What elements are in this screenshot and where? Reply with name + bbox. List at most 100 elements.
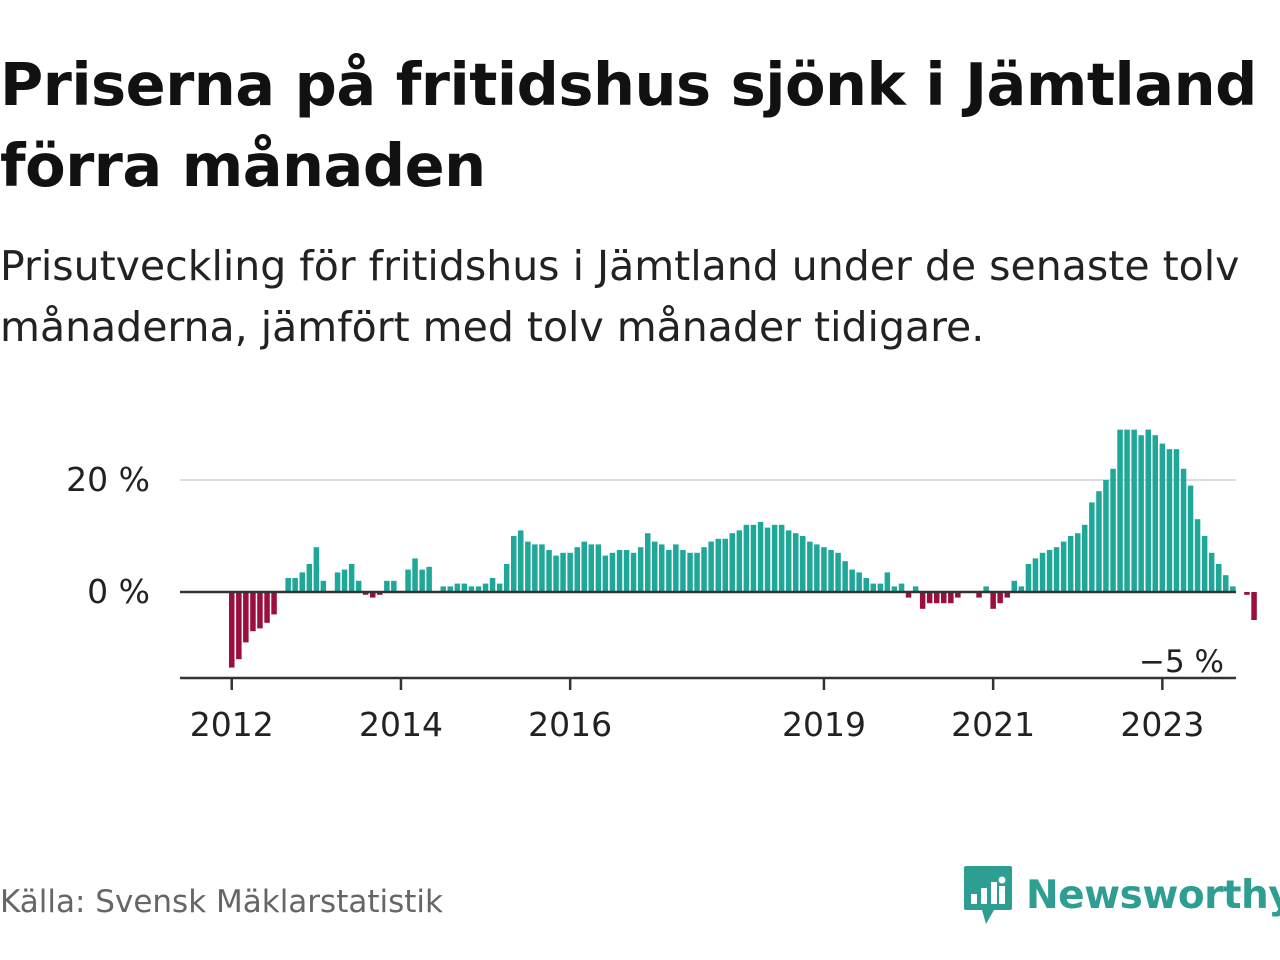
bar bbox=[377, 592, 383, 595]
bar bbox=[793, 533, 799, 592]
bar bbox=[1039, 552, 1046, 592]
bar bbox=[645, 533, 651, 592]
bar bbox=[236, 592, 242, 660]
bar bbox=[1117, 429, 1123, 592]
bar bbox=[863, 578, 869, 592]
bar bbox=[250, 592, 256, 632]
bar bbox=[884, 572, 891, 592]
bar bbox=[1166, 449, 1173, 592]
bar bbox=[496, 583, 503, 592]
bar bbox=[722, 538, 728, 592]
bar bbox=[1216, 564, 1222, 592]
bar bbox=[370, 592, 376, 598]
bar bbox=[623, 550, 630, 592]
bar bbox=[1180, 468, 1187, 592]
bar bbox=[976, 592, 982, 598]
bar bbox=[384, 580, 390, 592]
bar bbox=[849, 569, 855, 592]
bar bbox=[842, 561, 848, 592]
bar bbox=[334, 572, 341, 592]
bar bbox=[835, 552, 841, 592]
bar bbox=[229, 592, 235, 668]
bar bbox=[652, 541, 658, 592]
bar bbox=[518, 530, 524, 592]
bar bbox=[405, 569, 411, 592]
bar bbox=[447, 586, 453, 592]
bar bbox=[1194, 519, 1201, 592]
bar bbox=[1173, 449, 1180, 592]
bar bbox=[391, 580, 397, 592]
bar bbox=[1075, 533, 1081, 592]
bar bbox=[588, 544, 594, 592]
bar bbox=[990, 592, 996, 609]
bar bbox=[997, 592, 1003, 604]
y-tick-label: 0 % bbox=[87, 572, 150, 611]
bar bbox=[955, 592, 961, 598]
bar bbox=[898, 583, 905, 592]
bar bbox=[701, 547, 707, 592]
bar bbox=[602, 555, 609, 592]
bar bbox=[778, 524, 785, 592]
bar bbox=[355, 580, 362, 592]
bar bbox=[1138, 435, 1144, 592]
bar bbox=[1018, 586, 1025, 592]
bar bbox=[475, 586, 482, 592]
bar bbox=[299, 572, 305, 592]
y-tick-label: 20 % bbox=[66, 460, 150, 499]
last-value-annotation: −5 % bbox=[1139, 644, 1224, 680]
bar bbox=[285, 578, 291, 592]
bar bbox=[1096, 491, 1102, 592]
bar bbox=[948, 592, 954, 604]
bar bbox=[1251, 592, 1257, 620]
newsworthy-logo: Newsworthy bbox=[962, 862, 1280, 928]
bar bbox=[828, 550, 834, 592]
bar bbox=[934, 592, 940, 604]
bar bbox=[743, 524, 750, 592]
bar bbox=[1004, 592, 1010, 598]
bar bbox=[708, 541, 714, 592]
bar bbox=[616, 550, 623, 592]
bar bbox=[1060, 541, 1067, 592]
bar bbox=[553, 555, 559, 592]
bar bbox=[292, 578, 298, 592]
bar bbox=[1089, 502, 1095, 592]
bar bbox=[1187, 485, 1194, 592]
bar bbox=[1131, 429, 1137, 592]
bar bbox=[412, 558, 418, 592]
bar bbox=[941, 592, 947, 604]
bar bbox=[764, 527, 771, 592]
bar bbox=[891, 586, 898, 592]
bar bbox=[341, 569, 348, 592]
x-tick-label: 2014 bbox=[359, 705, 443, 744]
bar bbox=[1053, 547, 1060, 592]
bar bbox=[271, 592, 277, 615]
bar bbox=[560, 552, 566, 592]
bar bbox=[525, 541, 531, 592]
bar bbox=[1046, 550, 1053, 592]
bar bbox=[870, 583, 876, 592]
x-tick-label: 2016 bbox=[528, 705, 612, 744]
bar bbox=[313, 547, 320, 592]
bar bbox=[757, 522, 764, 592]
bar bbox=[750, 524, 757, 592]
bar bbox=[532, 544, 538, 592]
bar bbox=[440, 586, 446, 592]
bar bbox=[243, 592, 249, 643]
bar bbox=[800, 536, 806, 592]
bar bbox=[926, 592, 933, 604]
x-tick-labels: 2012 2014 2016 2019 2021 2023 bbox=[190, 705, 1205, 744]
bar bbox=[609, 552, 616, 592]
bar bbox=[454, 583, 461, 592]
bar bbox=[1124, 429, 1130, 592]
bar bbox=[419, 569, 425, 592]
bar bbox=[1011, 580, 1017, 592]
bar bbox=[736, 530, 743, 592]
bar bbox=[1067, 536, 1074, 592]
bar bbox=[715, 538, 721, 592]
bar bbox=[1025, 564, 1032, 592]
bar bbox=[546, 550, 552, 592]
bar bbox=[1145, 429, 1151, 592]
bar bbox=[581, 541, 587, 592]
bar bbox=[821, 547, 827, 592]
axes bbox=[180, 590, 1236, 690]
